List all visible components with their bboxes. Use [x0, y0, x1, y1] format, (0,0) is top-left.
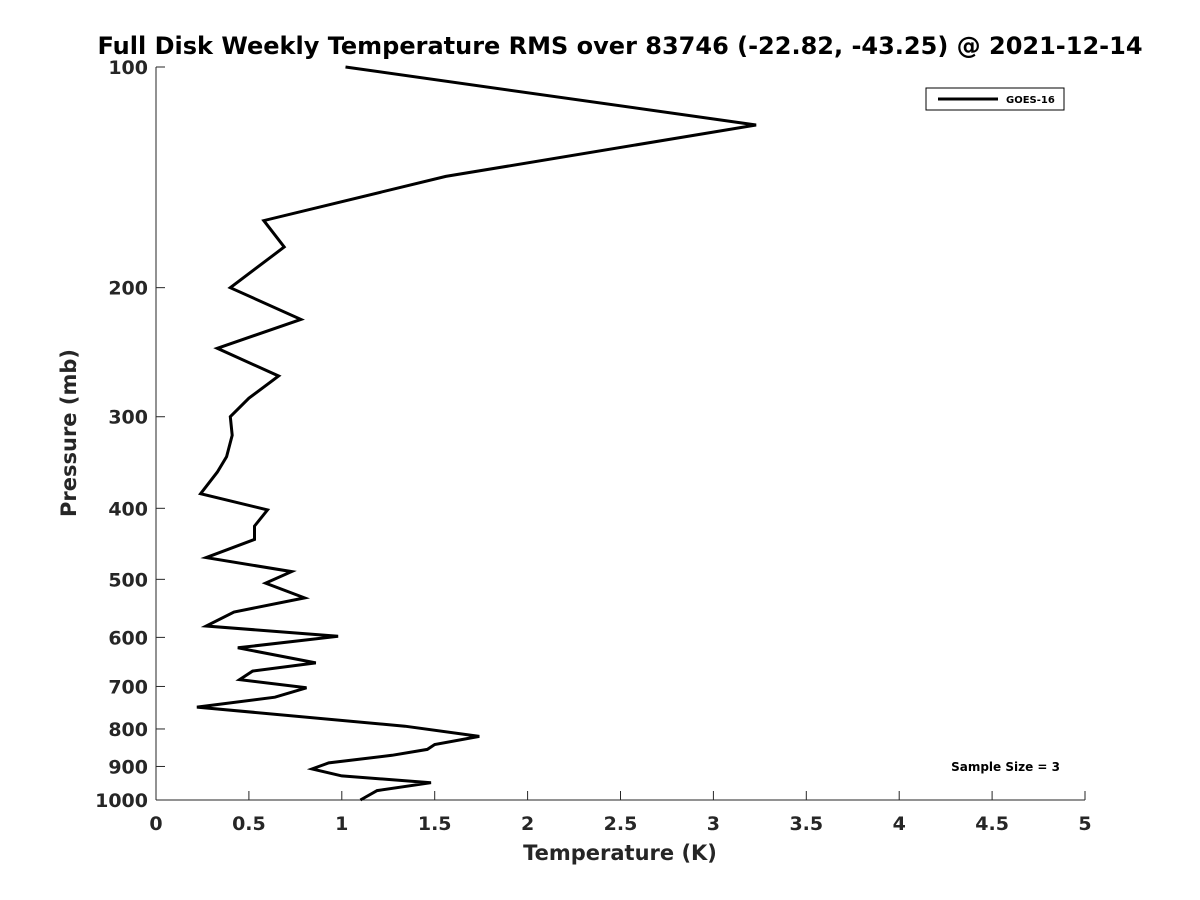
y-tick-label: 800 — [108, 719, 148, 741]
y-tick-label: 700 — [108, 676, 148, 698]
x-tick-label: 2.5 — [604, 813, 638, 835]
y-tick-label: 500 — [108, 569, 148, 591]
x-tick-label: 0 — [149, 813, 162, 835]
plot-axes: 0 0.5 1 1.5 2 2.5 3 3.5 4 4.5 5 100 200 300 400 500 600 7… — [95, 57, 1092, 835]
y-tick-label: 300 — [108, 407, 148, 429]
x-tick-label: 2 — [521, 813, 534, 835]
x-tick-label: 3 — [707, 813, 720, 835]
x-tick-label: 3.5 — [789, 813, 823, 835]
y-tick-label: 1000 — [95, 790, 148, 812]
y-tick-label: 600 — [108, 627, 148, 649]
x-tick-label: 1 — [335, 813, 348, 835]
chart-title: Full Disk Weekly Temperature RMS over 83… — [97, 32, 1142, 60]
x-tick-label: 4.5 — [975, 813, 1009, 835]
y-tick-label: 200 — [108, 278, 148, 300]
x-tick-label: 1.5 — [418, 813, 452, 835]
x-tick-label: 5 — [1078, 813, 1091, 835]
y-tick-label: 100 — [108, 57, 148, 79]
x-tick-label: 0.5 — [232, 813, 266, 835]
x-axis-label: Temperature (K) — [523, 841, 717, 865]
sample-size-annotation: Sample Size = 3 — [951, 760, 1060, 774]
y-tick-label: 400 — [108, 498, 148, 520]
y-tick-label: 900 — [108, 756, 148, 778]
series-line-goes-16 — [196, 65, 757, 802]
legend-label-goes-16: GOES-16 — [1006, 95, 1055, 106]
legend: GOES-16 — [925, 87, 1065, 111]
x-tick-label: 4 — [893, 813, 906, 835]
y-axis-label: Pressure (mb) — [57, 349, 81, 517]
plot-marks — [196, 65, 757, 802]
